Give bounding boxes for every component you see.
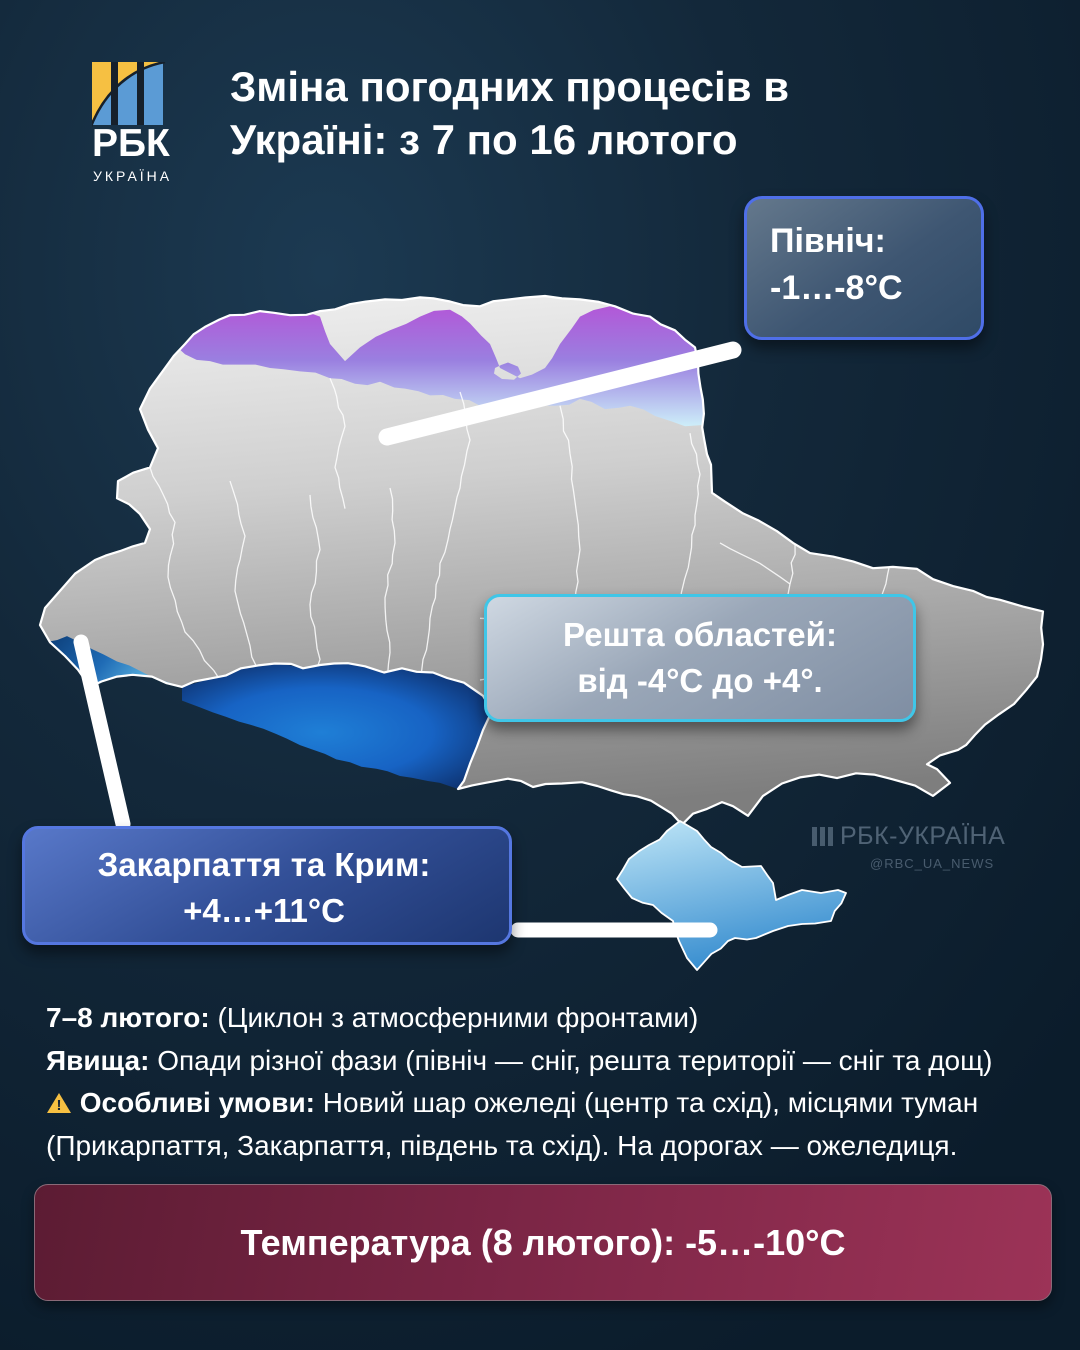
svg-text:!: ! <box>57 1097 62 1114</box>
